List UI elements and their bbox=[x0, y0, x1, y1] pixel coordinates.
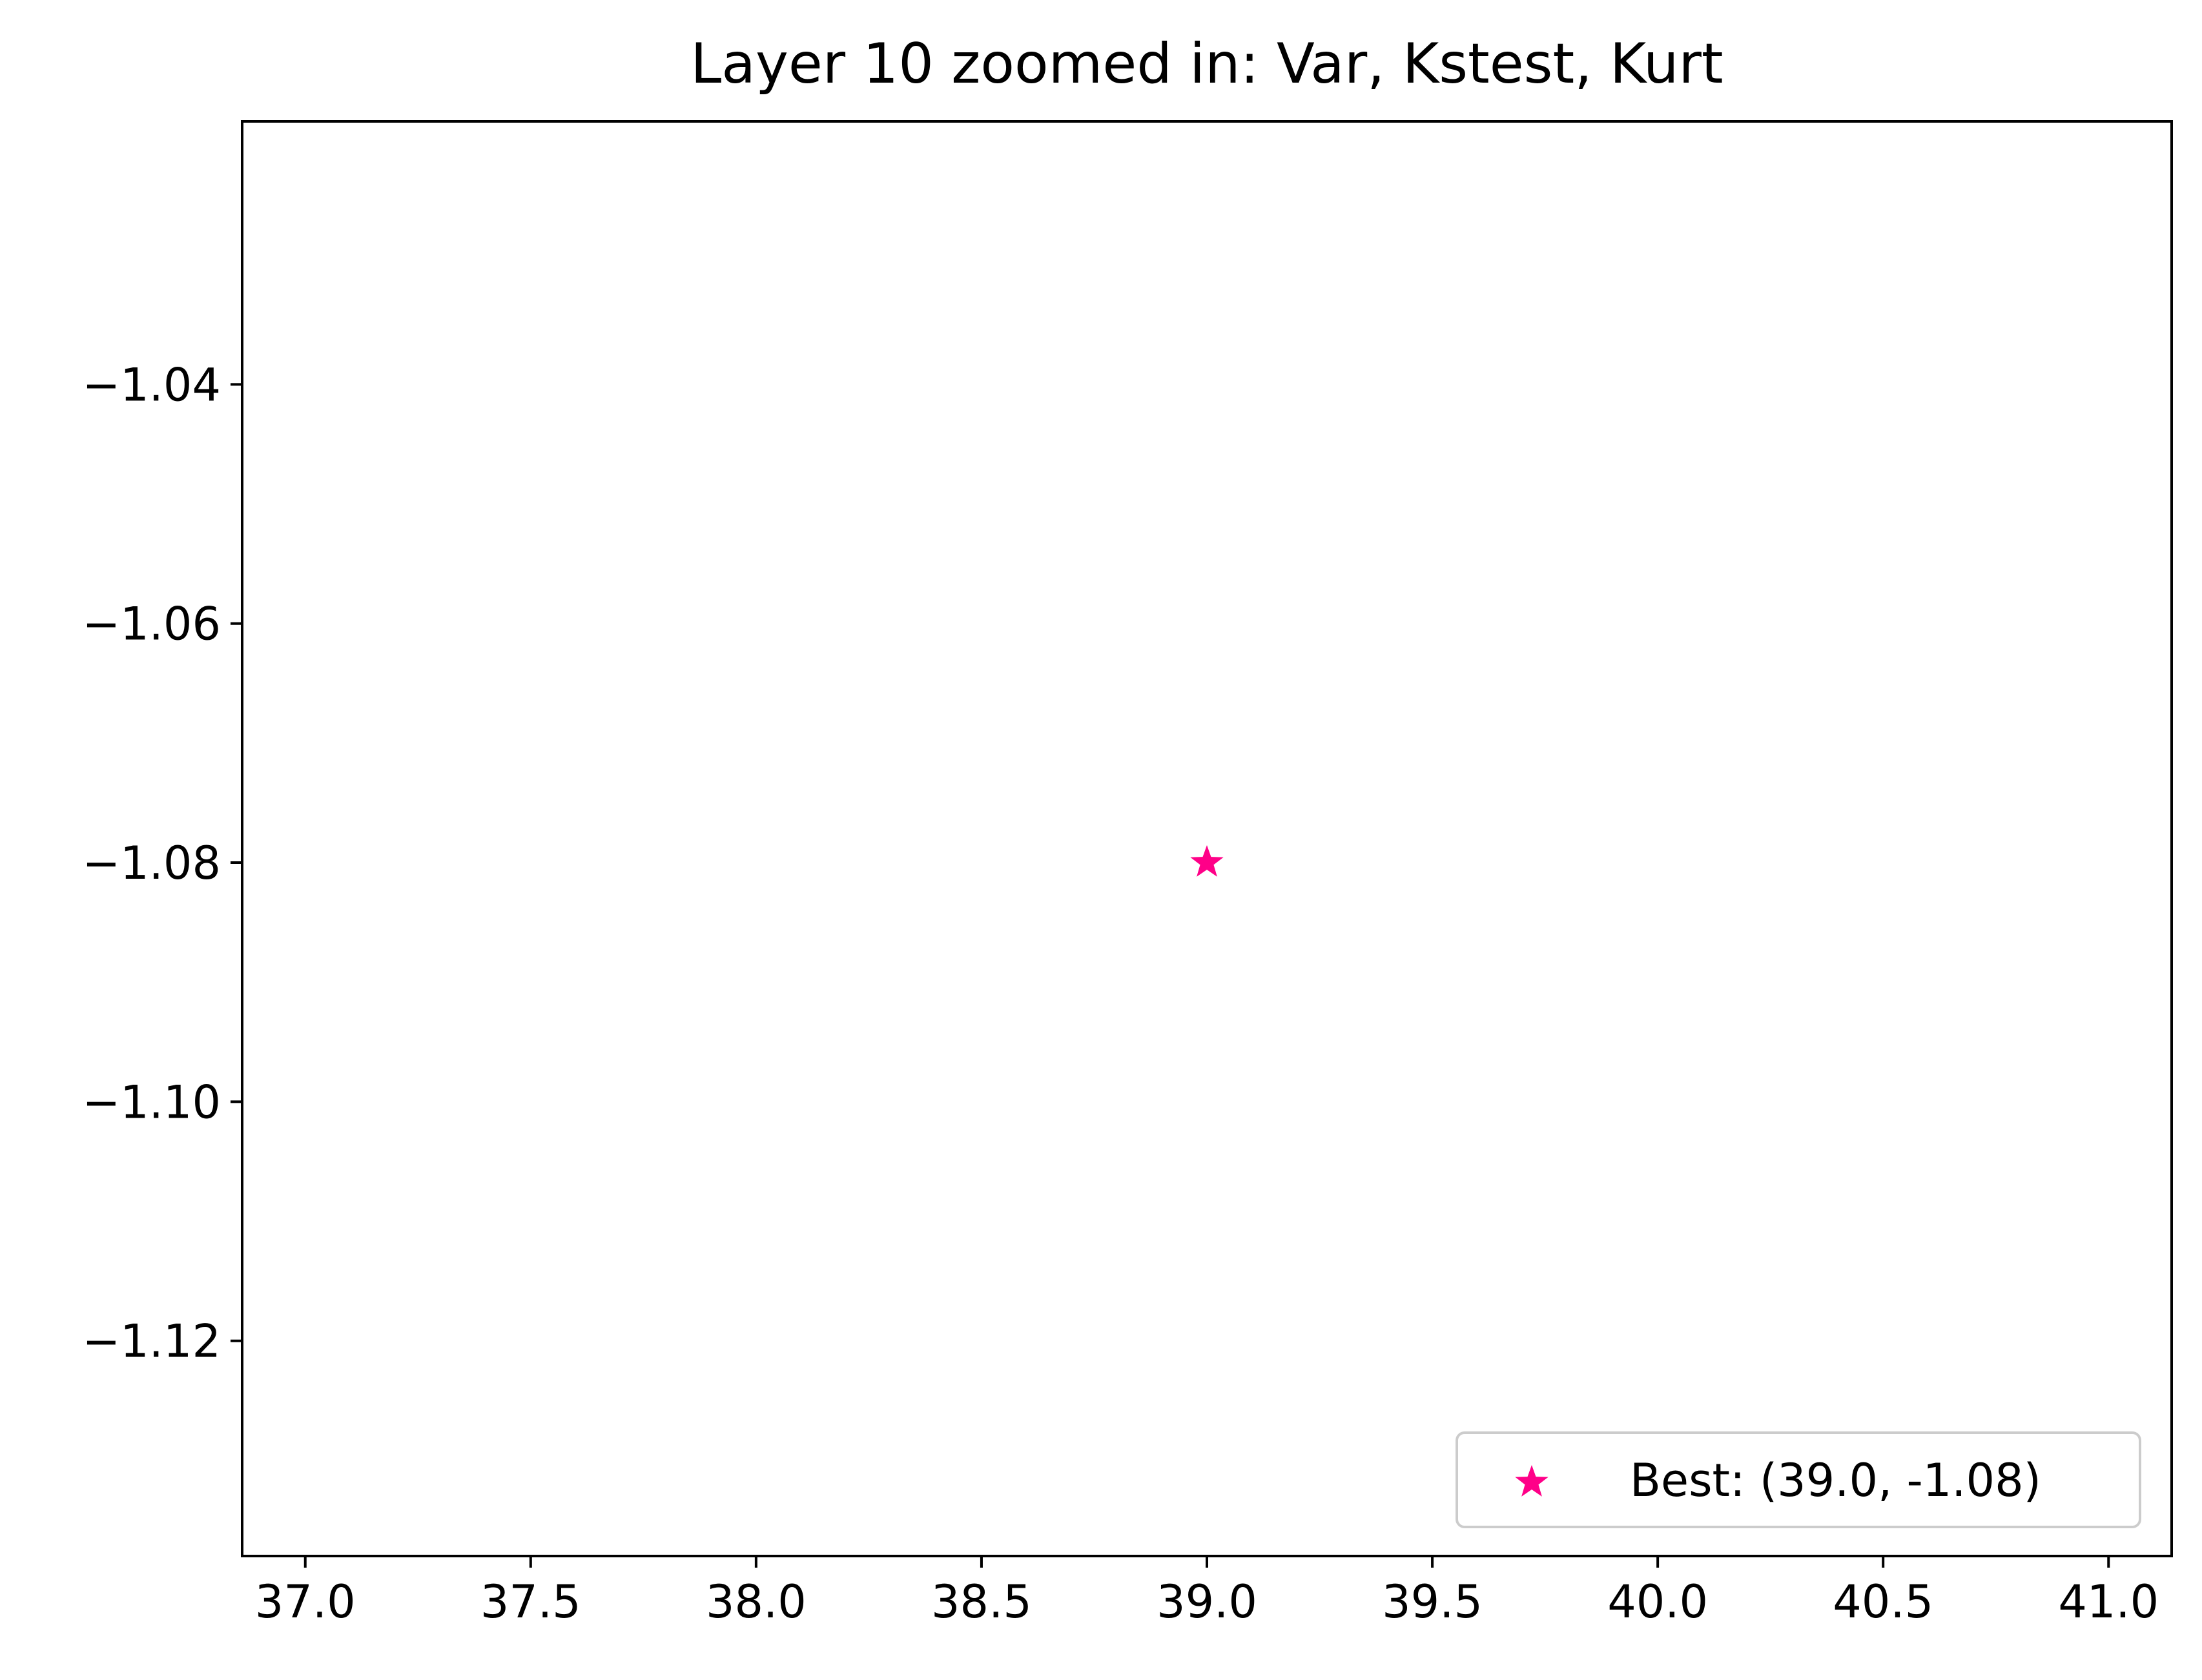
y-tick-label: −1.04 bbox=[82, 358, 221, 411]
y-tick-label: −1.12 bbox=[82, 1315, 221, 1368]
x-tick-label: 38.5 bbox=[931, 1575, 1032, 1628]
best-point-marker bbox=[1190, 845, 1224, 877]
legend-star-marker bbox=[1515, 1465, 1549, 1497]
chart-title: Layer 10 zoomed in: Var, Kstest, Kurt bbox=[690, 32, 1723, 96]
x-tick-label: 37.0 bbox=[255, 1575, 356, 1628]
x-tick-label: 37.5 bbox=[480, 1575, 581, 1628]
x-tick-label: 40.0 bbox=[1607, 1575, 1708, 1628]
y-axis: −1.04 −1.06 −1.08 −1.10 −1.12 bbox=[82, 358, 242, 1368]
legend: Best: (39.0, -1.08) bbox=[1456, 1431, 2141, 1528]
y-tick-label: −1.08 bbox=[82, 837, 221, 890]
x-axis: 37.0 37.5 38.0 38.5 39.0 39.5 40.0 40.5 41.0 bbox=[255, 1556, 2159, 1628]
legend-box bbox=[1456, 1431, 2141, 1528]
legend-star-shape bbox=[1515, 1465, 1549, 1497]
y-tick-label: −1.10 bbox=[82, 1076, 221, 1129]
y-tick-label: −1.06 bbox=[82, 598, 221, 651]
legend-label: Best: (39.0, -1.08) bbox=[1630, 1454, 2041, 1507]
x-tick-label: 41.0 bbox=[2058, 1575, 2159, 1628]
x-tick-label: 39.5 bbox=[1382, 1575, 1483, 1628]
x-tick-label: 39.0 bbox=[1157, 1575, 1257, 1628]
x-tick-label: 40.5 bbox=[1833, 1575, 1933, 1628]
data-points bbox=[1190, 845, 1224, 877]
x-tick-label: 38.0 bbox=[706, 1575, 807, 1628]
